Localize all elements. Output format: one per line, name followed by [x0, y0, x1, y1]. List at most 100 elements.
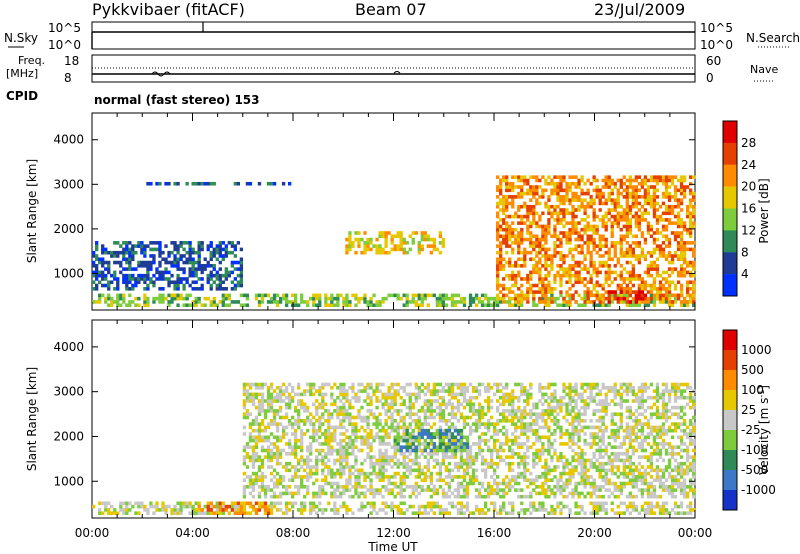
- range-time-cell: [321, 386, 325, 390]
- range-time-cell: [529, 237, 533, 242]
- range-time-cell: [565, 188, 569, 193]
- range-time-cell: [438, 231, 443, 235]
- range-time-cell: [646, 501, 651, 506]
- range-time-cell: [613, 264, 617, 268]
- range-time-cell: [297, 303, 301, 308]
- range-time-cell: [378, 234, 382, 239]
- range-time-cell: [176, 247, 180, 252]
- range-time-cell: [218, 280, 222, 285]
- range-time-cell: [297, 392, 301, 397]
- range-time-cell: [266, 405, 271, 410]
- range-time-cell: [496, 287, 500, 291]
- range-time-cell: [381, 392, 385, 397]
- range-time-cell: [300, 293, 304, 298]
- range-time-cell: [260, 461, 265, 466]
- range-time-cell: [499, 300, 503, 304]
- range-time-cell: [393, 402, 397, 407]
- range-time-cell: [290, 475, 295, 479]
- range-time-cell: [363, 435, 367, 440]
- range-time-cell: [462, 461, 467, 466]
- range-time-cell: [535, 405, 539, 410]
- range-time-cell: [661, 277, 666, 281]
- range-time-cell: [146, 267, 150, 271]
- range-time-cell: [502, 201, 506, 206]
- range-time-cell: [269, 504, 274, 509]
- range-time-cell: [290, 465, 295, 469]
- range-time-cell: [417, 511, 421, 515]
- range-time-cell: [559, 277, 563, 281]
- range-time-cell: [128, 300, 132, 304]
- range-time-cell: [625, 247, 629, 252]
- range-time-cell: [664, 237, 669, 242]
- range-time-cell: [471, 296, 476, 301]
- range-time-cell: [233, 247, 238, 252]
- range-time-cell: [492, 432, 497, 436]
- range-time-cell: [676, 241, 681, 245]
- range-time-cell: [637, 260, 642, 265]
- range-time-cell: [432, 485, 436, 489]
- range-time-cell: [670, 267, 675, 271]
- range-time-cell: [348, 452, 352, 456]
- range-time-cell: [266, 181, 271, 186]
- range-time-cell: [646, 508, 651, 512]
- range-time-cell: [589, 227, 593, 232]
- range-time-cell: [116, 250, 120, 255]
- range-time-cell: [580, 303, 584, 308]
- range-time-cell: [185, 260, 189, 265]
- range-time-cell: [520, 415, 524, 420]
- range-time-cell: [679, 273, 684, 278]
- range-time-cell: [131, 273, 135, 278]
- range-time-cell: [589, 181, 593, 186]
- range-time-cell: [360, 250, 364, 255]
- range-time-cell: [224, 277, 228, 281]
- range-time-cell: [354, 488, 358, 492]
- range-time-cell: [423, 488, 427, 492]
- range-time-cell: [101, 293, 105, 298]
- range-time-cell: [496, 389, 500, 393]
- range-time-cell: [348, 494, 352, 499]
- range-time-cell: [483, 494, 488, 499]
- range-time-cell: [655, 296, 660, 301]
- range-time-cell: [179, 508, 183, 512]
- range-time-cell: [477, 438, 482, 443]
- range-time-cell: [483, 425, 488, 430]
- range-time-cell: [465, 508, 470, 512]
- range-time-cell: [155, 508, 159, 512]
- range-time-cell: [489, 458, 494, 463]
- range-time-cell: [101, 260, 105, 265]
- range-time-cell: [607, 175, 611, 179]
- range-time-cell: [453, 382, 458, 387]
- range-time-cell: [324, 303, 328, 308]
- range-time-cell: [399, 452, 403, 456]
- range-time-cell: [676, 247, 681, 252]
- range-time-cell: [658, 508, 663, 512]
- range-time-cell: [529, 277, 533, 281]
- range-time-cell: [414, 481, 418, 486]
- range-time-cell: [655, 287, 660, 291]
- range-time-cell: [496, 491, 500, 496]
- range-time-cell: [387, 389, 391, 393]
- range-time-cell: [637, 244, 642, 248]
- range-time-cell: [294, 445, 298, 449]
- range-time-cell: [541, 395, 545, 400]
- range-time-cell: [658, 287, 663, 291]
- range-time-cell: [529, 221, 533, 225]
- range-time-cell: [450, 395, 455, 400]
- range-time-cell: [158, 241, 162, 245]
- range-time-cell: [399, 485, 403, 489]
- range-time-cell: [260, 478, 265, 482]
- range-time-cell: [526, 448, 530, 453]
- range-time-cell: [505, 231, 509, 235]
- range-time-cell: [565, 504, 569, 509]
- range-time-cell: [158, 250, 162, 255]
- range-time-cell: [137, 241, 141, 245]
- range-time-cell: [468, 481, 473, 486]
- range-time-cell: [625, 300, 629, 304]
- range-time-cell: [137, 303, 141, 308]
- range-time-cell: [378, 452, 382, 456]
- range-time-cell: [417, 244, 421, 248]
- range-time-cell: [381, 475, 385, 479]
- range-time-cell: [502, 432, 506, 436]
- range-time-cell: [318, 405, 322, 410]
- range-time-cell: [547, 442, 551, 446]
